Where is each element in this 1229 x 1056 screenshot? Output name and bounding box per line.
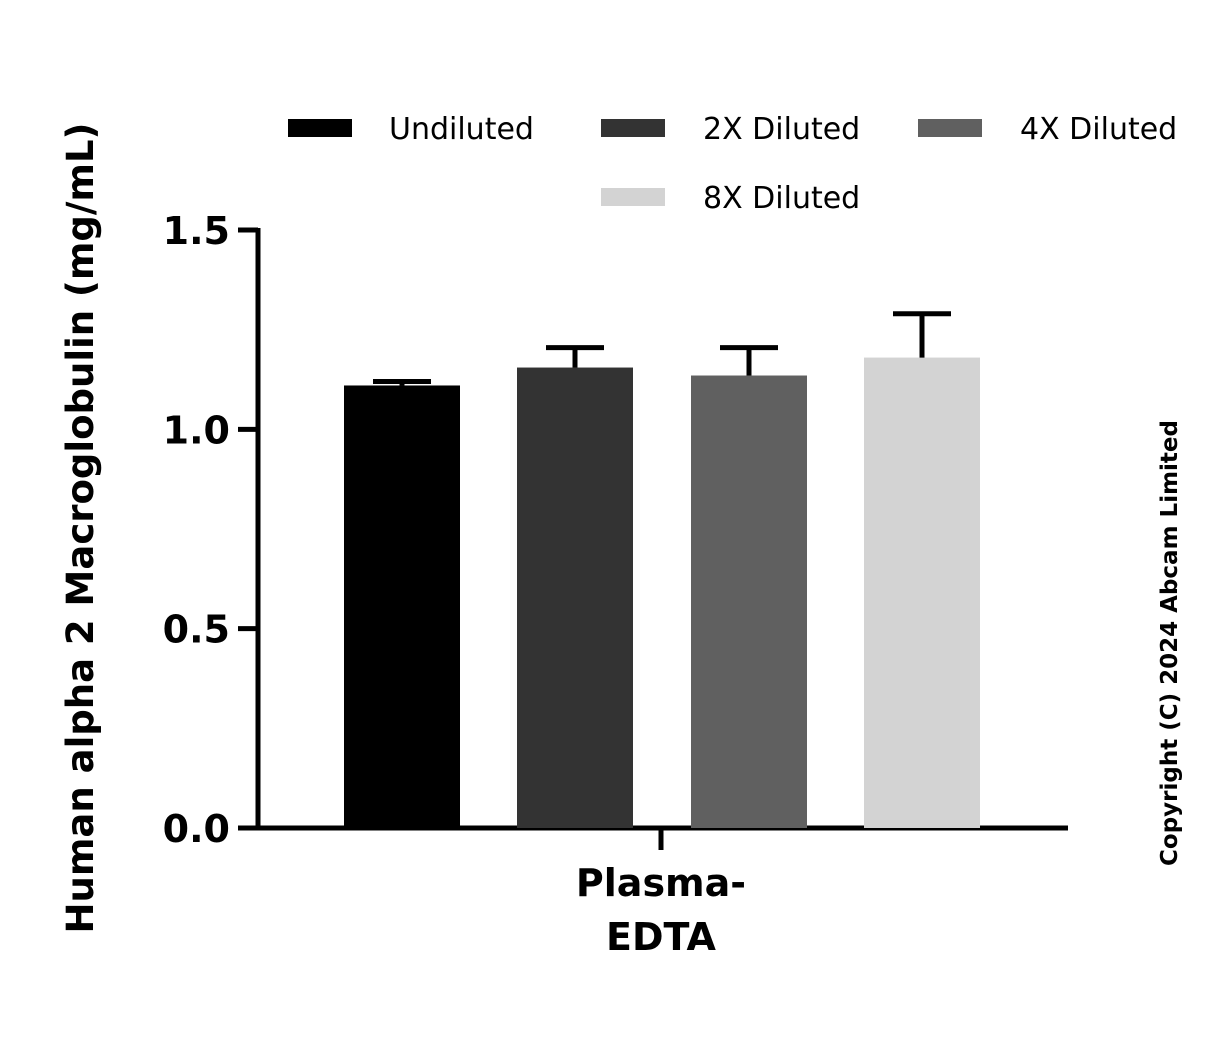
x-category-label: EDTA [606, 915, 716, 959]
bar-undiluted [344, 385, 460, 828]
x-category-labels: Plasma- EDTA [576, 828, 746, 959]
bar-8x-diluted [864, 357, 980, 828]
bar-4x-diluted [691, 375, 807, 828]
legend-label: 8X Diluted [703, 181, 860, 216]
legend-swatch [601, 188, 665, 206]
bar-2x-diluted [517, 367, 633, 828]
x-category-label: Plasma- [576, 861, 746, 905]
legend-label: Undiluted [389, 112, 534, 147]
legend-swatch [288, 119, 352, 137]
y-tick-label: 1.0 [163, 408, 230, 452]
legend-swatch [601, 119, 665, 137]
legend: Undiluted 2X Diluted 4X Diluted 8X Diluted [288, 112, 1177, 216]
y-tick-label: 0.5 [163, 608, 230, 652]
legend-label: 2X Diluted [703, 112, 860, 147]
y-axis-title: Human alpha 2 Macroglobulin (mg/mL) [59, 123, 102, 934]
legend-label: 4X Diluted [1020, 112, 1177, 147]
legend-swatch [918, 119, 982, 137]
y-tick-label: 0.0 [163, 807, 230, 851]
copyright-text: Copyright (C) 2024 Abcam Limited [1157, 420, 1183, 866]
bars [344, 311, 980, 828]
y-tick-label: 1.5 [163, 209, 230, 253]
